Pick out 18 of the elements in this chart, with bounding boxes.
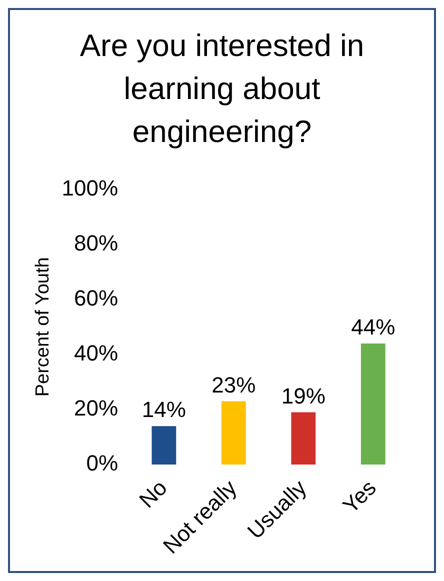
bar xyxy=(291,412,316,465)
bar xyxy=(152,426,176,465)
y-tick-label: 60% xyxy=(74,285,118,310)
data-label: 14% xyxy=(142,397,186,422)
data-label: 19% xyxy=(281,383,326,408)
data-label: 44% xyxy=(351,314,396,340)
bar xyxy=(360,343,386,465)
x-tick-label: Yes xyxy=(338,475,381,518)
bar xyxy=(221,401,246,465)
y-tick-label: 80% xyxy=(74,230,118,256)
data-label: 23% xyxy=(212,372,256,398)
y-axis-title: Percent of Youth xyxy=(32,257,54,397)
chart-title: Are you interested in learning about engineering? xyxy=(78,27,366,151)
y-tick-label: 0% xyxy=(86,450,118,476)
x-tick-label: No xyxy=(134,475,172,513)
y-tick-label: 100% xyxy=(62,175,118,200)
y-tick-label: 40% xyxy=(74,340,118,366)
y-tick-label: 20% xyxy=(74,396,118,421)
